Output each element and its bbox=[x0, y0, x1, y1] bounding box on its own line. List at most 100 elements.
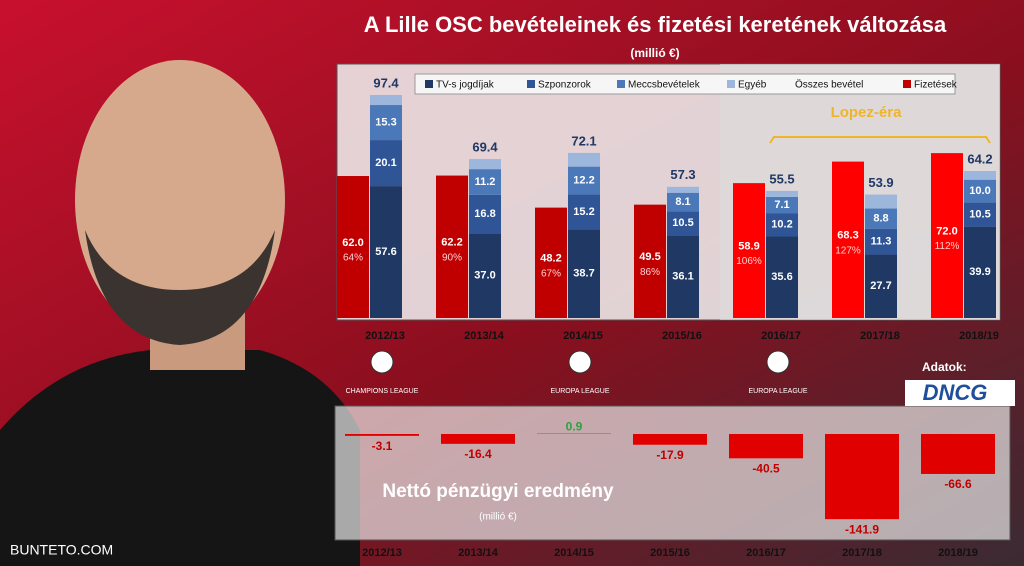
x-tick-label: 2016/17 bbox=[761, 330, 801, 342]
revenue-segment bbox=[865, 194, 897, 209]
person-head bbox=[75, 60, 285, 340]
legend-label: Szponzorok bbox=[538, 80, 592, 91]
x-tick-label: 2015/16 bbox=[662, 330, 702, 342]
segment-label: 39.9 bbox=[969, 266, 990, 278]
revenue-segment bbox=[568, 229, 600, 318]
subtitle: (millió €) bbox=[630, 46, 679, 60]
x-tick-label: 2013/14 bbox=[458, 547, 499, 559]
revenue-segment bbox=[568, 166, 600, 195]
salary-ratio-label: 106% bbox=[736, 256, 762, 267]
salary-bar bbox=[931, 153, 963, 318]
x-tick-label: 2018/19 bbox=[959, 330, 999, 342]
x-tick-label: 2018/19 bbox=[938, 547, 978, 559]
revenue-segment bbox=[667, 211, 699, 236]
competition-logo bbox=[766, 350, 790, 374]
person-beard bbox=[85, 230, 275, 345]
net-bar bbox=[537, 433, 611, 434]
total-label: 57.3 bbox=[670, 167, 695, 182]
competition-logo bbox=[370, 350, 394, 374]
total-label: 55.5 bbox=[769, 171, 794, 186]
revenue-segment bbox=[766, 190, 798, 197]
total-label: 64.2 bbox=[967, 151, 992, 166]
legend-label: Összes bevétel bbox=[795, 79, 863, 91]
legend-swatch bbox=[527, 80, 535, 88]
era-label: Lopez-éra bbox=[831, 104, 903, 121]
salary-bar bbox=[436, 175, 468, 318]
salary-label: 48.2 bbox=[540, 253, 561, 265]
legend-label: Meccsbevételek bbox=[628, 80, 701, 91]
revenue-segment bbox=[370, 94, 402, 106]
legend-swatch bbox=[617, 80, 625, 88]
salary-ratio-label: 127% bbox=[835, 245, 861, 256]
segment-label: 15.3 bbox=[375, 116, 396, 128]
revenue-segment bbox=[370, 140, 402, 187]
x-tick-label: 2013/14 bbox=[464, 330, 505, 342]
x-tick-label: 2012/13 bbox=[362, 547, 402, 559]
revenue-segment bbox=[766, 236, 798, 318]
revenue-segment bbox=[766, 196, 798, 214]
revenue-segment bbox=[568, 152, 600, 167]
segment-label: 20.1 bbox=[375, 157, 396, 169]
salary-label: 68.3 bbox=[837, 230, 858, 242]
competition-label: EUROPA LEAGUE bbox=[748, 388, 807, 395]
legend-label: Fizetések bbox=[914, 80, 958, 91]
total-label: 53.9 bbox=[868, 175, 893, 190]
revenue-segment bbox=[370, 105, 402, 141]
segment-label: 10.0 bbox=[969, 185, 990, 197]
salary-bar bbox=[535, 207, 567, 318]
segment-label: 8.1 bbox=[675, 196, 690, 208]
revenue-segment bbox=[964, 226, 996, 318]
salary-ratio-label: 112% bbox=[935, 241, 960, 252]
segment-label: 11.2 bbox=[475, 176, 496, 188]
revenue-segment bbox=[469, 233, 501, 318]
salary-label: 58.9 bbox=[738, 240, 759, 252]
source-logo-box bbox=[905, 380, 1015, 406]
competition-label: CHAMPIONS LEAGUE bbox=[346, 388, 419, 395]
total-label: 97.4 bbox=[373, 75, 399, 90]
revenue-segment bbox=[469, 169, 501, 195]
revenue-segment bbox=[667, 192, 699, 212]
x-tick-label: 2012/13 bbox=[365, 330, 405, 342]
segment-label: 7.1 bbox=[774, 199, 789, 211]
total-label: 69.4 bbox=[472, 140, 498, 155]
legend-label: TV-s jogdíjak bbox=[436, 80, 495, 91]
segment-label: 11.3 bbox=[871, 236, 892, 248]
credit: BUNTETO.COM bbox=[10, 542, 113, 558]
revenue-segment bbox=[865, 208, 897, 229]
segment-label: 8.8 bbox=[873, 213, 888, 225]
legend-swatch bbox=[425, 80, 433, 88]
revenue-segment bbox=[568, 194, 600, 230]
net-panel bbox=[334, 405, 1011, 541]
x-tick-label: 2014/15 bbox=[554, 547, 594, 559]
title: A Lille OSC bevételeinek és fizetési ker… bbox=[364, 12, 947, 37]
revenue-segment bbox=[964, 202, 996, 227]
net-label: -3.1 bbox=[372, 439, 393, 453]
salary-bar bbox=[634, 204, 666, 318]
x-tick-label: 2014/15 bbox=[563, 330, 603, 342]
source-logo: DNCG bbox=[923, 380, 988, 405]
chart-subtitle: (millió €) bbox=[479, 512, 517, 523]
era-bracket bbox=[769, 136, 991, 144]
segment-label: 16.8 bbox=[474, 208, 495, 220]
segment-label: 38.7 bbox=[573, 268, 594, 280]
revenue-segment bbox=[964, 170, 996, 180]
salary-bar bbox=[733, 183, 765, 318]
competition-logo bbox=[568, 350, 592, 374]
net-chart: Nettó pénzügyi eredmény (millió €) 2012/13… bbox=[345, 420, 995, 559]
net-label: -16.4 bbox=[464, 447, 492, 461]
person-body bbox=[0, 350, 360, 566]
net-label: 0.9 bbox=[566, 420, 583, 434]
net-bar bbox=[345, 434, 419, 436]
salary-ratio-label: 64% bbox=[343, 253, 363, 264]
salary-label: 62.0 bbox=[342, 237, 363, 249]
revenue-segment bbox=[469, 159, 501, 170]
segment-label: 35.6 bbox=[771, 271, 792, 283]
salary-label: 49.5 bbox=[639, 251, 660, 263]
legend-swatch bbox=[903, 80, 911, 88]
segment-label: 15.2 bbox=[573, 206, 594, 218]
salary-ratio-label: 67% bbox=[541, 268, 561, 279]
legend-box bbox=[414, 73, 956, 95]
segment-label: 10.5 bbox=[672, 217, 693, 229]
chart-title: Nettó pénzügyi eredmény bbox=[382, 481, 614, 502]
